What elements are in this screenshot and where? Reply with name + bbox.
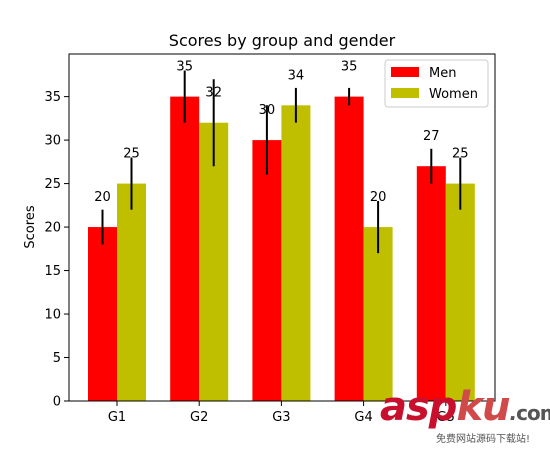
chart-title: Scores by group and gender: [169, 31, 396, 50]
x-tick-label: G2: [190, 410, 208, 425]
y-tick-label: 15: [44, 264, 61, 279]
x-tick-label: G4: [354, 410, 372, 425]
y-tick-label: 30: [44, 134, 61, 149]
y-tick-label: 25: [44, 177, 61, 192]
data-label-men-g1: 20: [94, 190, 111, 205]
bars-layer: [88, 96, 475, 402]
data-label-men-g3: 30: [259, 103, 276, 118]
legend-label-women: Women: [429, 87, 478, 102]
data-label-women-g3: 34: [288, 68, 305, 83]
bar-women-g1: [117, 183, 146, 401]
data-labels-layer: 20 35 30 35 27 25 32 34 20 25: [94, 60, 468, 205]
bar-men-g2: [170, 96, 200, 401]
y-tick-label: 0: [53, 395, 61, 410]
x-ticks: G1 G2 G3 G4 G5: [108, 401, 455, 425]
error-bars-layer: [101, 70, 462, 254]
x-tick-label: G3: [272, 410, 290, 425]
bar-women-g4: [363, 227, 393, 401]
data-label-women-g2: 32: [205, 86, 222, 101]
data-label-men-g5: 27: [423, 129, 440, 144]
data-label-men-g4: 35: [341, 60, 358, 75]
bar-women-g5: [445, 183, 475, 401]
y-ticks: 0 5 10 15 20 25 30 35: [44, 90, 69, 410]
legend-swatch-women: [391, 88, 419, 98]
y-tick-label: 35: [44, 90, 61, 105]
bar-men-g4: [334, 96, 364, 401]
bar-men-g1: [88, 227, 117, 401]
y-tick-label: 5: [53, 351, 61, 366]
data-label-women-g1: 25: [123, 147, 140, 162]
x-tick-label: G5: [437, 410, 455, 425]
bar-women-g3: [281, 105, 311, 401]
x-tick-label: G1: [108, 410, 126, 425]
legend: Men Women: [384, 59, 489, 108]
bar-women-g2: [199, 122, 229, 402]
legend-swatch-men: [391, 67, 419, 77]
y-tick-label: 10: [44, 308, 61, 323]
data-label-women-g4: 20: [370, 190, 387, 205]
bar-men-g5: [416, 166, 446, 401]
y-tick-label: 20: [44, 221, 61, 236]
y-axis-label: Scores: [23, 205, 38, 248]
data-label-women-g5: 25: [452, 147, 469, 162]
data-label-men-g2: 35: [176, 60, 193, 75]
bar-men-g3: [252, 140, 282, 401]
legend-label-men: Men: [429, 66, 456, 81]
